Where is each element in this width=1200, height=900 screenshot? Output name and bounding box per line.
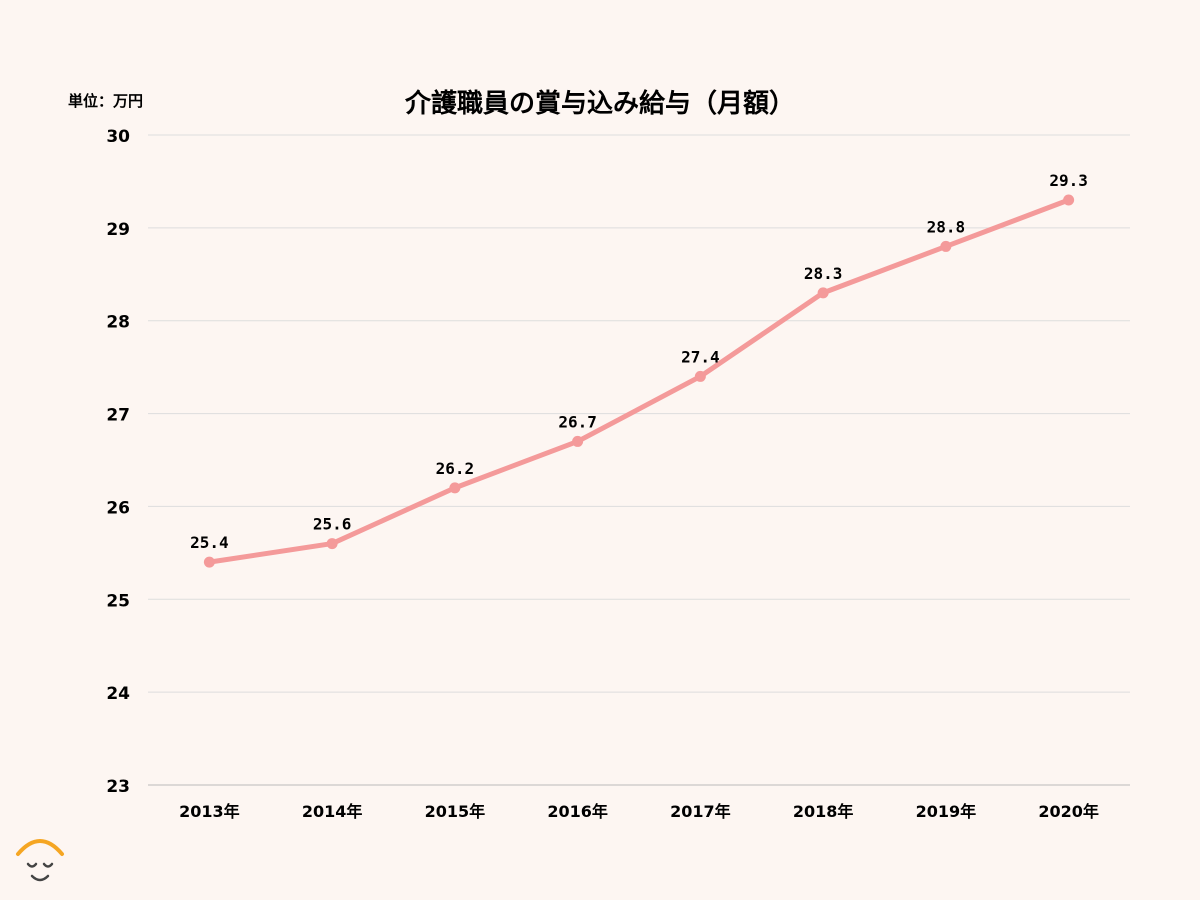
data-point	[1063, 194, 1075, 206]
chart-title: 介護職員の賞与込み給与（月額）	[404, 88, 795, 119]
y-tick-label: 25	[106, 591, 130, 611]
x-tick-label: 2013年	[179, 802, 240, 821]
data-point	[326, 538, 338, 550]
data-point	[572, 435, 584, 447]
y-tick-label: 23	[106, 777, 130, 797]
x-tick-label: 2018年	[793, 802, 854, 821]
data-label: 26.2	[436, 459, 475, 478]
data-point	[203, 556, 215, 568]
y-tick-label: 28	[106, 313, 130, 333]
x-tick-label: 2017年	[670, 802, 731, 821]
data-point	[817, 287, 829, 299]
data-point	[449, 482, 461, 494]
y-tick-label: 30	[106, 127, 130, 147]
data-label: 28.8	[927, 217, 966, 236]
y-tick-label: 27	[106, 406, 130, 426]
data-label: 25.6	[313, 515, 352, 534]
unit-label: 単位：万円	[68, 92, 143, 110]
smiling-face-logo-icon	[16, 839, 64, 882]
y-tick-label: 29	[106, 220, 130, 240]
data-label: 28.3	[804, 264, 843, 283]
y-tick-label: 26	[106, 498, 130, 518]
data-point	[940, 240, 952, 252]
data-labels: 25.4 25.6 26.2 26.7 27.4 28.3 28.8 29.3	[190, 171, 1088, 552]
series-line	[206, 197, 1072, 565]
x-tick-label: 2020年	[1038, 802, 1099, 821]
y-axis-ticks: 23 24 25 26 27 28 29 30	[106, 127, 130, 797]
x-tick-label: 2015年	[425, 802, 486, 821]
gridlines	[148, 134, 1130, 786]
data-label: 27.4	[681, 347, 720, 366]
y-tick-label: 24	[106, 684, 130, 704]
x-tick-label: 2014年	[302, 802, 363, 821]
data-point	[694, 370, 706, 382]
x-tick-label: 2016年	[547, 802, 608, 821]
x-axis-ticks: 2013年 2014年 2015年 2016年 2017年 2018年 2019年 2020年	[179, 802, 1099, 821]
x-tick-label: 2019年	[916, 802, 977, 821]
data-label: 26.7	[558, 412, 597, 431]
data-label: 25.4	[190, 533, 229, 552]
data-label: 29.3	[1049, 171, 1088, 190]
series-line-group	[203, 194, 1075, 568]
